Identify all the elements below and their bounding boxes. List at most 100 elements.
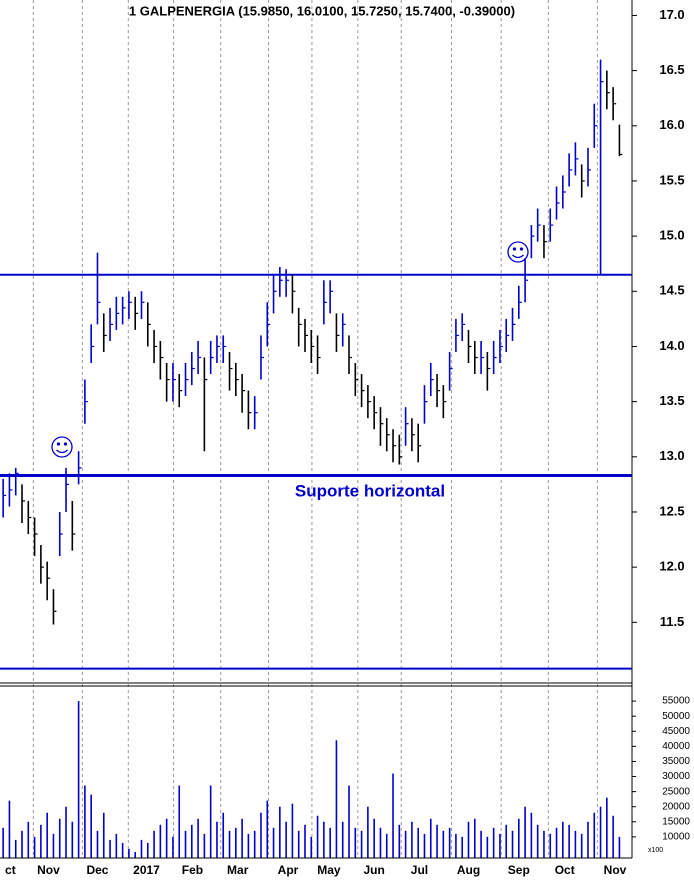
volume-bar [285,821,287,858]
volume-bar [505,824,508,858]
volume-bar [511,830,514,858]
volume-bar [266,800,269,858]
volume-bar [279,806,281,858]
volume-bar [8,800,11,858]
volume-bar [96,830,99,858]
grid [32,0,598,858]
volume-bar [33,836,36,858]
volume-bar [543,830,545,858]
volume-bar [109,839,111,858]
volume-bar [191,824,193,858]
y-tick-label: 13.5 [659,393,684,408]
volume-bar [455,833,457,858]
volume-bar [14,839,17,858]
volume-bar [618,836,621,858]
y-tick-label: 14.5 [659,283,684,298]
volume-bar [153,830,155,858]
x-tick-label: Feb [182,863,203,877]
volume-bar [260,812,262,858]
volume-bar [404,830,407,858]
volume-bar [115,833,118,858]
volume-bar [323,821,325,858]
volume-bar [241,818,243,858]
y-tick-label: 35000 [662,756,690,767]
volume-bar [140,839,143,858]
annotation: Suporte horizontal [295,481,445,500]
volume-bar [90,794,92,858]
volume-bar [329,827,331,858]
volume-bar [524,806,526,858]
y-tick-label: 12.5 [659,503,684,518]
y-tick-label: 17.0 [659,7,684,22]
smiley-icon [507,241,529,263]
volume-bar [461,836,464,858]
volume-bar [272,827,275,858]
smiley-eye [56,442,61,446]
volume-bar [222,812,225,858]
volume-bar [121,842,124,858]
volume-bar [21,830,23,858]
y-tick-label: 16.0 [659,117,684,132]
volume-bar [58,818,61,858]
y-tick-label: 25000 [662,786,690,797]
volume-bar [228,830,231,858]
x-tick-label: Aug [457,863,480,877]
volume-bar [65,806,67,858]
x-tick-label: ct [5,863,16,877]
y-tick-label: 15000 [662,816,690,827]
volume-bar [562,821,564,858]
volume-bar [593,812,596,858]
volume-bar [436,824,438,858]
volume-bar [235,827,237,858]
x-tick-label: May [317,863,341,877]
volume-bar [486,836,489,858]
volume-bar [297,830,300,858]
volume-bar [134,851,137,858]
y-tick-label: 10000 [662,832,690,843]
volume-bar [555,827,558,858]
volume-bar [536,824,539,858]
smiley-eye [63,442,68,446]
volume-bar [499,833,501,858]
y-tick-label: 55000 [662,696,690,707]
volume-bar [172,836,174,858]
y-tick-label: 13.0 [659,448,684,463]
volume-bar [291,803,294,858]
x-tick-label: Sep [508,863,530,877]
volume-bar [379,827,382,858]
x-tick-label: Apr [278,863,299,877]
volume-bar [606,797,608,858]
volume-bar [209,785,212,858]
smiley-mouth [512,254,524,259]
volume-bar [599,806,602,858]
y-tick-label: 50000 [662,711,690,722]
x-tick-label: Mar [227,863,249,877]
volume-bar [518,818,520,858]
volume-bar [165,818,168,858]
smiley-eye [519,247,524,251]
volume-panel [2,701,621,858]
x-tick-label: Jul [411,863,428,877]
volume-bar [84,785,86,858]
smiley-face [51,436,73,458]
y-tick-label: 15.5 [659,172,684,187]
volume-bar [159,824,162,858]
chart-title: 1 GALPENERGIA (15.9850, 16.0100, 15.7250… [129,3,515,18]
volume-bar [253,830,256,858]
price-panel [0,59,632,670]
volume-bar [580,833,583,858]
volume-bar [568,824,570,858]
volume-bar [367,806,369,858]
volume-bar [417,827,419,858]
volume-bar [411,821,413,858]
volume-bar [216,821,218,858]
volume-bar [102,812,105,858]
volume-bar [128,848,130,858]
volume-bar [146,842,149,858]
volume-bar [392,773,394,858]
volume-bar [341,821,344,858]
x-tick-label: Dec [86,863,108,877]
y-tick-label: 12.0 [659,559,684,574]
volume-bar [247,833,250,858]
